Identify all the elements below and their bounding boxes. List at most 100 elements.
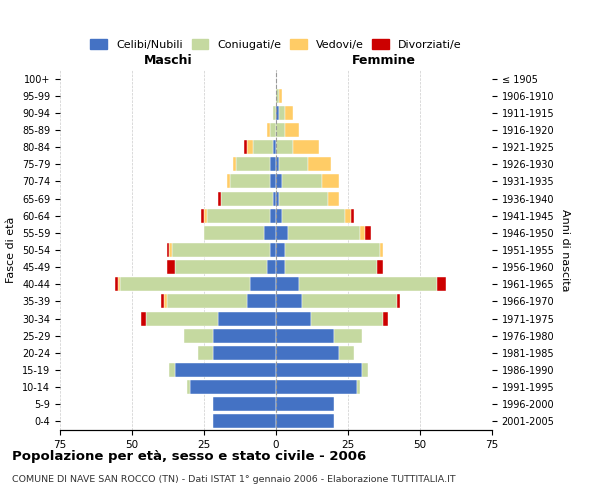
Bar: [299, 278, 437, 291]
Bar: [276, 243, 284, 257]
Bar: [268, 260, 276, 274]
Bar: [268, 123, 270, 137]
Bar: [340, 346, 354, 360]
Bar: [270, 243, 276, 257]
Bar: [167, 294, 247, 308]
Bar: [115, 278, 118, 291]
Bar: [167, 260, 175, 274]
Bar: [276, 208, 282, 222]
Bar: [276, 158, 279, 172]
Bar: [279, 106, 284, 120]
Bar: [175, 260, 268, 274]
Text: Popolazione per età, sesso e stato civile - 2006: Popolazione per età, sesso e stato civil…: [12, 450, 366, 463]
Bar: [362, 363, 368, 377]
Bar: [276, 363, 362, 377]
Bar: [247, 294, 276, 308]
Bar: [308, 158, 331, 172]
Legend: Celibi/Nubili, Coniugati/e, Vedovi/e, Divorziati/e: Celibi/Nubili, Coniugati/e, Vedovi/e, Di…: [91, 40, 461, 50]
Bar: [383, 312, 388, 326]
Bar: [169, 243, 172, 257]
Bar: [276, 398, 334, 411]
Bar: [212, 328, 276, 342]
Bar: [302, 294, 397, 308]
Bar: [175, 363, 276, 377]
Bar: [273, 140, 276, 154]
Bar: [247, 140, 253, 154]
Bar: [270, 123, 276, 137]
Bar: [167, 243, 169, 257]
Bar: [293, 140, 319, 154]
Bar: [437, 278, 446, 291]
Bar: [250, 278, 276, 291]
Bar: [230, 174, 270, 188]
Y-axis label: Anni di nascita: Anni di nascita: [560, 209, 570, 291]
Bar: [276, 328, 334, 342]
Bar: [207, 208, 270, 222]
Bar: [276, 192, 279, 205]
Bar: [276, 414, 334, 428]
Bar: [221, 192, 273, 205]
Bar: [121, 278, 250, 291]
Text: Femmine: Femmine: [352, 54, 416, 66]
Bar: [212, 414, 276, 428]
Bar: [146, 312, 218, 326]
Bar: [397, 294, 400, 308]
Bar: [212, 346, 276, 360]
Bar: [322, 174, 340, 188]
Bar: [380, 243, 383, 257]
Bar: [356, 380, 359, 394]
Bar: [359, 226, 365, 240]
Bar: [276, 312, 311, 326]
Bar: [282, 174, 322, 188]
Bar: [184, 328, 212, 342]
Bar: [334, 328, 362, 342]
Bar: [287, 226, 359, 240]
Text: Maschi: Maschi: [143, 54, 193, 66]
Bar: [204, 208, 207, 222]
Bar: [284, 243, 380, 257]
Bar: [161, 294, 164, 308]
Bar: [279, 88, 282, 102]
Bar: [204, 226, 265, 240]
Bar: [201, 208, 204, 222]
Bar: [284, 123, 299, 137]
Bar: [118, 278, 121, 291]
Bar: [365, 226, 371, 240]
Bar: [276, 174, 282, 188]
Bar: [284, 106, 293, 120]
Bar: [377, 260, 383, 274]
Bar: [218, 192, 221, 205]
Bar: [345, 208, 351, 222]
Bar: [164, 294, 167, 308]
Bar: [276, 140, 293, 154]
Bar: [276, 346, 340, 360]
Bar: [273, 192, 276, 205]
Bar: [233, 158, 236, 172]
Bar: [276, 106, 279, 120]
Bar: [279, 192, 328, 205]
Bar: [270, 174, 276, 188]
Bar: [270, 208, 276, 222]
Bar: [351, 208, 354, 222]
Bar: [282, 208, 345, 222]
Bar: [279, 158, 308, 172]
Y-axis label: Fasce di età: Fasce di età: [7, 217, 16, 283]
Bar: [140, 312, 146, 326]
Bar: [273, 106, 276, 120]
Text: COMUNE DI NAVE SAN ROCCO (TN) - Dati ISTAT 1° gennaio 2006 - Elaborazione TUTTIT: COMUNE DI NAVE SAN ROCCO (TN) - Dati IST…: [12, 475, 455, 484]
Bar: [236, 158, 270, 172]
Bar: [253, 140, 273, 154]
Bar: [169, 363, 175, 377]
Bar: [265, 226, 276, 240]
Bar: [276, 260, 284, 274]
Bar: [276, 226, 287, 240]
Bar: [311, 312, 383, 326]
Bar: [244, 140, 247, 154]
Bar: [276, 294, 302, 308]
Bar: [218, 312, 276, 326]
Bar: [284, 260, 377, 274]
Bar: [227, 174, 230, 188]
Bar: [276, 123, 284, 137]
Bar: [212, 398, 276, 411]
Bar: [172, 243, 270, 257]
